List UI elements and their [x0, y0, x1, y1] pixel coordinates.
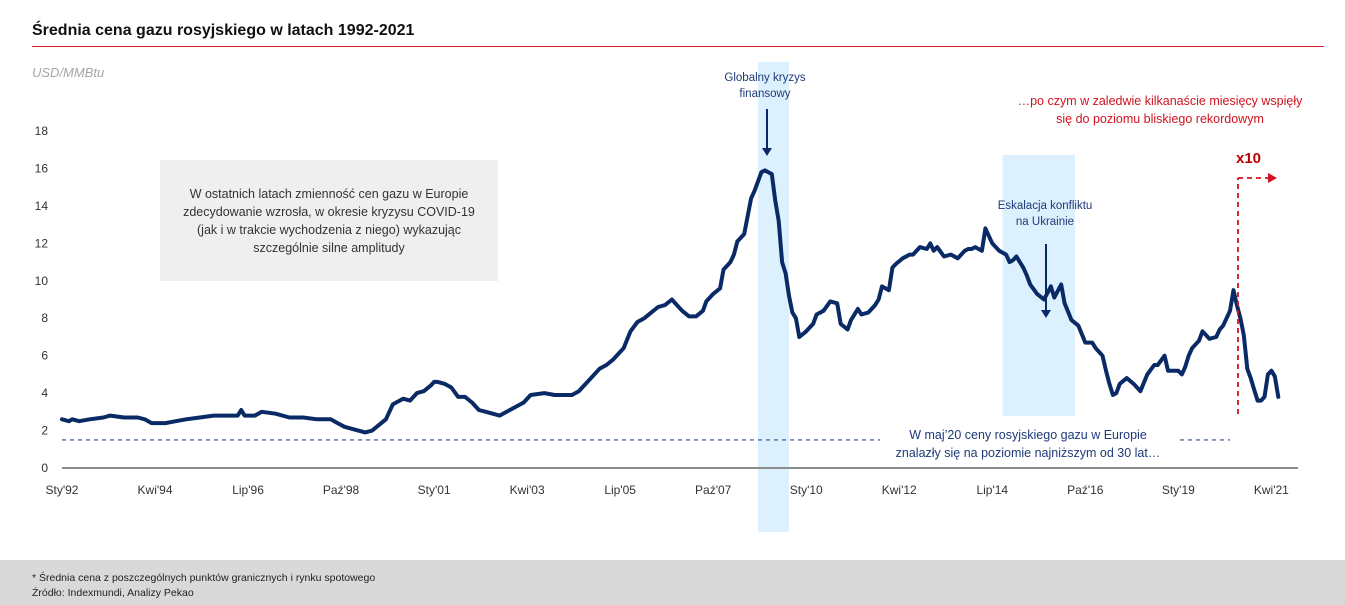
- x-tick-label: Lip'05: [604, 483, 636, 497]
- highlight-band: [757, 62, 790, 532]
- y-axis-unit-label: USD/MMBtu: [32, 65, 105, 80]
- y-tick-label: 6: [41, 349, 48, 363]
- price-series-line: [60, 168, 1281, 435]
- financial-crisis-label-line2: finansowy: [739, 88, 791, 100]
- x-tick-label: Sty'01: [418, 483, 451, 497]
- financial-crisis-label-line1: Globalny kryzys: [724, 72, 806, 84]
- x-tick-label: Sty'92: [46, 483, 79, 497]
- source-note: Źródło: Indexmundi, Analizy Pekao: [32, 587, 194, 599]
- multiplier-label: x10: [1236, 150, 1262, 167]
- price-surge-annotation-line2: się do poziomu bliskiego rekordowym: [1056, 112, 1264, 126]
- ukraine-conflict-label-line2: na Ukrainie: [1015, 216, 1075, 228]
- y-tick-label: 12: [35, 236, 49, 250]
- x-tick-label: Paź'98: [323, 483, 360, 497]
- y-tick-label: 18: [35, 124, 49, 138]
- commentary-box: W ostatnich latach zmienność cen gazu w …: [160, 160, 498, 281]
- x-tick-label: Sty'19: [1162, 483, 1195, 497]
- y-tick-label: 4: [41, 386, 48, 400]
- x-tick-label: Sty'10: [790, 483, 823, 497]
- x-tick-label: Lip'14: [976, 483, 1008, 497]
- x-tick-label: Kwi'94: [138, 483, 173, 497]
- footer: * Średnia cena z poszczególnych punktów …: [0, 560, 1345, 605]
- x-tick-label: Lip'96: [232, 483, 264, 497]
- chart-title: Średnia cena gazu rosyjskiego w latach 1…: [32, 22, 415, 39]
- x-tick-label: Kwi'03: [510, 483, 545, 497]
- record-low-annotation-line2: znalazły się na poziomie najniższym od 3…: [895, 446, 1161, 460]
- ukraine-conflict-label-line1: Eskalacja konfliktu: [997, 200, 1093, 212]
- x-tick-label: Paź'16: [1067, 483, 1104, 497]
- y-tick-label: 0: [41, 461, 48, 475]
- price-surge-annotation: …po czym w zaledwie kilkanaście miesięcy…: [1000, 92, 1320, 128]
- y-tick-label: 2: [41, 424, 48, 438]
- record-low-annotation-line1: W maj’20 ceny rosyjskiego gazu w Europie: [909, 428, 1147, 442]
- ukraine-arrow-head: [1041, 310, 1051, 318]
- y-tick-label: 10: [35, 274, 49, 288]
- title-divider: [32, 46, 1324, 47]
- x-tick-label: Paź'07: [695, 483, 732, 497]
- ukraine-conflict-label: Eskalacja konfliktu na Ukrainie: [980, 198, 1110, 230]
- financial-crisis-label: Globalny kryzys finansowy: [700, 70, 830, 102]
- record-low-annotation: W maj’20 ceny rosyjskiego gazu w Europie…: [880, 426, 1176, 462]
- x-tick-label: Kwi'21: [1254, 483, 1289, 497]
- price-line-chart: 0 2 4 6 8 10 12 14 16 18 Sty'92 Kwi'94 Lip'96 Paź'98 S…: [35, 62, 1298, 532]
- y-tick-label: 14: [35, 199, 49, 213]
- crisis-arrow-head: [762, 148, 772, 156]
- x10-arrow-head: [1268, 173, 1277, 183]
- y-tick-label: 8: [41, 311, 48, 325]
- commentary-text: W ostatnich latach zmienność cen gazu w …: [183, 186, 475, 255]
- x-tick-label: Kwi'12: [882, 483, 917, 497]
- footnote: * Średnia cena z poszczególnych punktów …: [32, 572, 376, 584]
- y-tick-label: 16: [35, 161, 49, 175]
- highlight-band: [1002, 155, 1075, 416]
- price-surge-annotation-line1: …po czym w zaledwie kilkanaście miesięcy…: [1017, 94, 1303, 108]
